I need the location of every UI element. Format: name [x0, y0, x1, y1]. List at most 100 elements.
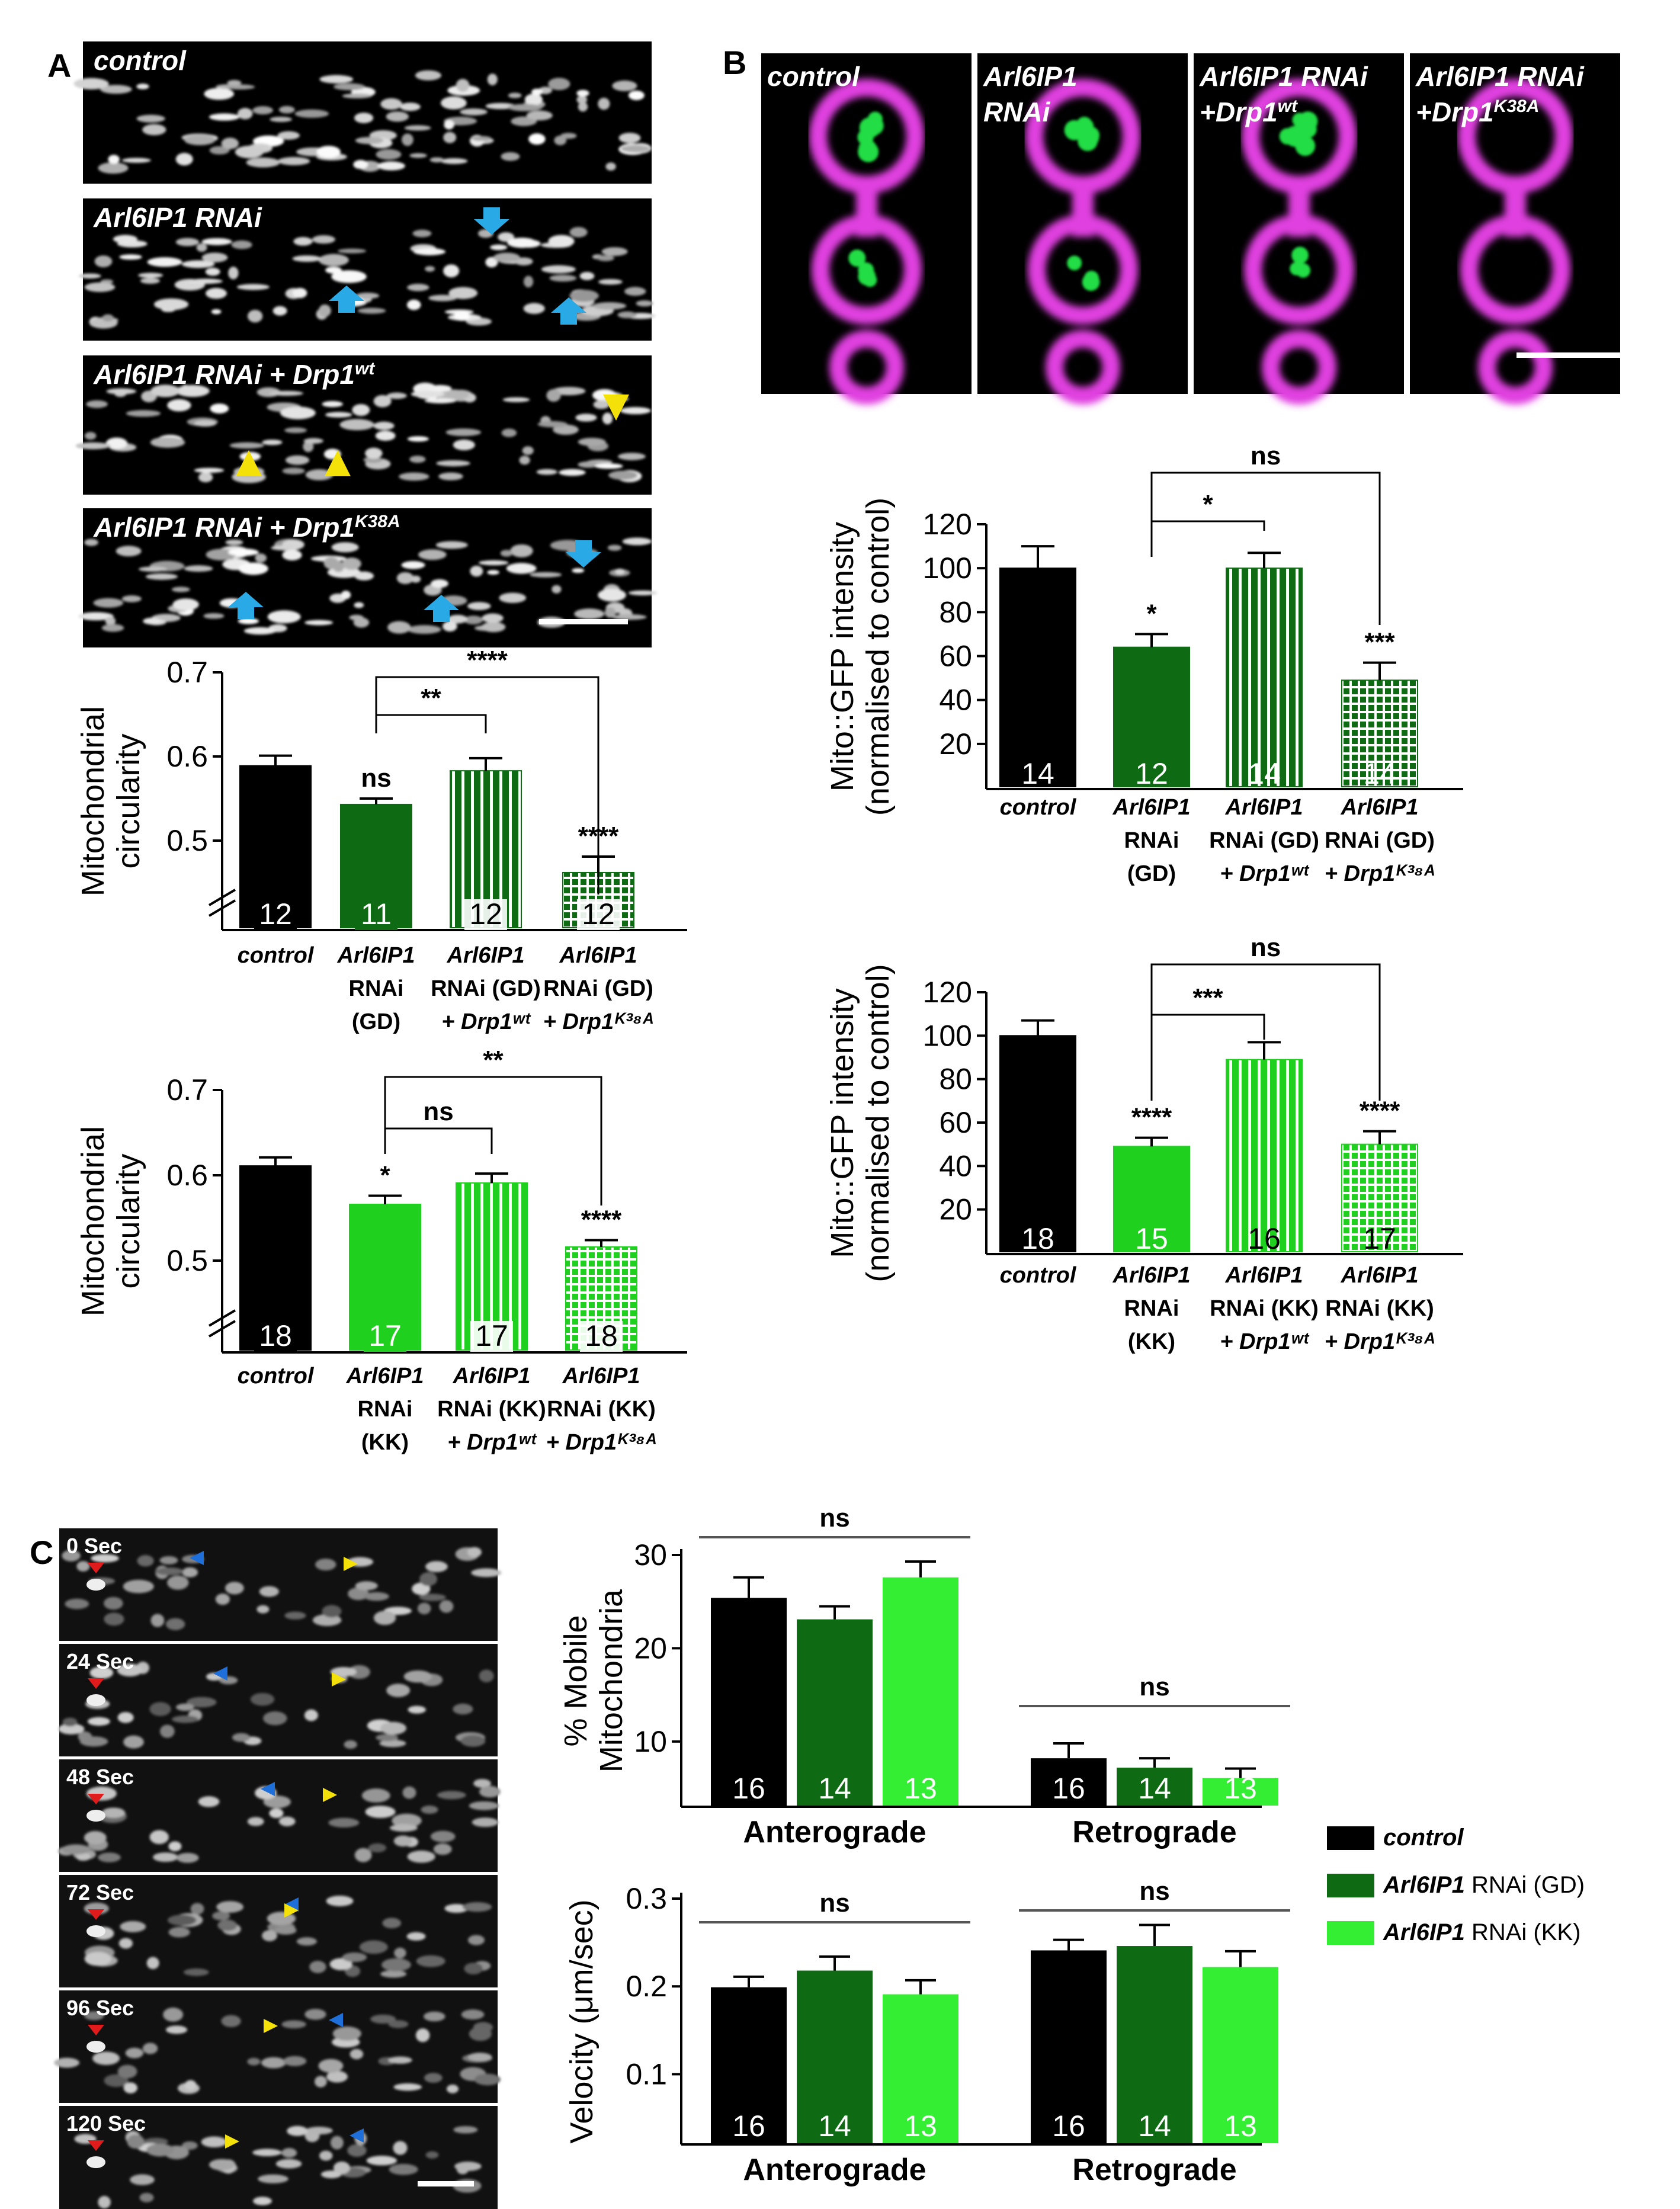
mitochondrion [269, 1808, 284, 1819]
mitochondrion [314, 2076, 327, 2088]
mitochondrion [139, 566, 167, 572]
mitochondrion [578, 438, 606, 446]
micrograph-b-3: Arl6IP1 RNAi +Drp1wt [1194, 53, 1404, 405]
mitochondrion [159, 1724, 175, 1738]
mitochondrion [388, 2020, 409, 2028]
n-label-bg [254, 1321, 297, 1352]
mitochondrion [284, 1611, 306, 1620]
y-axis-title-line: (normalised to control) [860, 964, 896, 1282]
mitochondrion [262, 1930, 278, 1942]
comparison-bracket [1150, 963, 1381, 1101]
y-axis-title-line: circularity [111, 733, 146, 868]
mitochondrion [354, 571, 374, 581]
mitochondrion [287, 2125, 308, 2136]
timelapse-frame-4: 72 Sec [59, 1875, 498, 1987]
mitochondrion [601, 247, 628, 257]
mitochondrion [481, 621, 506, 633]
mitochondrion [258, 2174, 288, 2184]
axis-break [208, 889, 236, 906]
category-label: + Drp1ᴷ³⁸ᴬ [1325, 1329, 1435, 1354]
mitochondrion [416, 1955, 445, 1967]
mitochondrion [147, 257, 182, 267]
mitochondrion [615, 568, 625, 575]
y-axis-title: % MobileMitochondria [558, 1589, 629, 1772]
mitochondrion [319, 75, 354, 84]
mitochondrion [167, 1575, 189, 1590]
mitochondrion [330, 2136, 344, 2150]
mitochondrion [312, 235, 335, 244]
mitochondrion [190, 1903, 204, 1915]
mitochondrion [121, 158, 151, 163]
mitochondrion [438, 472, 463, 480]
mitochondrion [333, 561, 344, 572]
mitochondrion [514, 257, 533, 266]
mitochondrion [572, 568, 585, 573]
mitochondrion [620, 145, 650, 153]
mitochondrion [415, 70, 442, 81]
mitochondrion [78, 612, 114, 621]
micrograph-b-2: Arl6IP1 RNAi [977, 53, 1188, 405]
category-label: + Drp1ʷᵗ [1220, 1329, 1309, 1354]
red-arrowhead [88, 1794, 104, 1804]
mitochondria-blobs [58, 1662, 494, 1749]
n-label: 14 [1021, 757, 1054, 790]
comparison-bracket [375, 714, 487, 733]
group-label: Retrograde [1072, 2153, 1236, 2187]
mitochondrion [100, 85, 132, 94]
blue-arrow [228, 592, 264, 619]
mitochondrion [79, 273, 101, 279]
tracked-mitochondrion [86, 1579, 105, 1591]
mitochondria-blobs [62, 1547, 502, 1630]
category-label: Arl6IP1 [447, 943, 525, 968]
bar [999, 568, 1076, 788]
micrograph-a-3: Arl6IP1 RNAi + Drp1wt [75, 355, 652, 495]
mitochondrion [407, 436, 429, 442]
mitochondrion [182, 1567, 198, 1578]
mito-gfp [858, 141, 879, 162]
mitochondrion [365, 447, 383, 459]
n-label-bg [254, 899, 297, 930]
mitochondrion [270, 117, 293, 122]
mito-gfp [848, 249, 866, 267]
mitochondrion [123, 2082, 138, 2093]
yellow-arrowhead [264, 2019, 278, 2033]
bracket-label: ** [421, 684, 441, 713]
mitochondrion [163, 2008, 184, 2022]
group-bracket-label: ns [1139, 1877, 1169, 1906]
yellow-arrowhead [284, 1903, 299, 1918]
mitochondrion [506, 563, 537, 574]
mitochondrion [620, 407, 651, 415]
mitochondrion [175, 153, 193, 166]
micrograph-title-line1: Arl6IP1 [983, 61, 1078, 92]
mitochondrion [275, 2159, 302, 2169]
comparison-bracket [384, 1076, 602, 1206]
mitochondrion [408, 1705, 427, 1714]
timepoint-label: 0 Sec [66, 1534, 122, 1558]
mitochondrion [255, 553, 267, 563]
chart-gfp_kk: 20 40 60 80 100 120 Mito::GFP intensity(normal… [825, 933, 1463, 1354]
mitochondrion [150, 1614, 165, 1627]
mitochondrion [184, 134, 216, 146]
mitochondrion [294, 109, 329, 118]
mitochondrion [181, 2141, 198, 2150]
n-label-bg [464, 899, 507, 930]
category-label: Arl6IP1 [559, 943, 637, 968]
mitochondrion [130, 2174, 155, 2185]
yellow-arrowhead [225, 2134, 239, 2149]
mitochondrion [402, 133, 413, 146]
mitochondrion [236, 284, 270, 290]
mitochondrion [325, 412, 352, 418]
mitochondrion [304, 620, 334, 626]
mitochondrion [575, 413, 597, 422]
mitochondrion [407, 284, 429, 291]
mitochondrion [232, 1733, 251, 1742]
mitochondrion [267, 610, 301, 624]
title-sup: K38A [1494, 97, 1540, 116]
mitochondrion [373, 421, 395, 430]
mitochondrion [579, 271, 595, 280]
legend-swatch [1327, 1921, 1374, 1945]
mitochondrion [467, 2053, 492, 2061]
mitochondrion [444, 120, 454, 130]
n-label: 13 [1224, 2109, 1257, 2143]
arrow-shape [329, 286, 364, 313]
